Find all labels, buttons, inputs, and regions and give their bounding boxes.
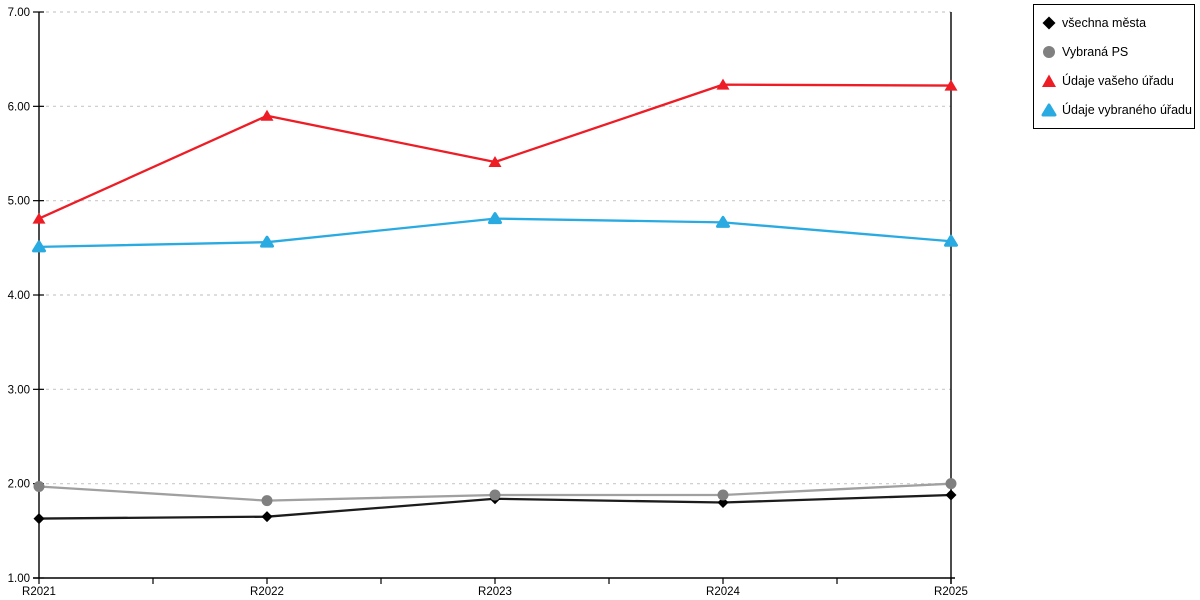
series-marker-triangle: [488, 155, 502, 167]
series-line: [38, 83, 952, 220]
y-axis-tick-label: 2.00: [8, 479, 30, 491]
legend-circle-icon: [1043, 46, 1055, 59]
series-marker-triangle-rounded: [944, 234, 958, 247]
legend: všechna města Vybraná PS Údaje vašeho úřad…: [1033, 4, 1195, 129]
series-marker-triangle: [944, 79, 958, 91]
y-axis-tick-label: 6.00: [8, 101, 30, 113]
legend-item: všechna města: [1041, 10, 1190, 36]
series-marker-diamond: [261, 511, 273, 523]
series-marker-circle: [489, 489, 501, 501]
legend-label: Vybraná PS: [1062, 45, 1129, 60]
series-marker-diamond: [945, 489, 957, 501]
y-axis-tick-label: 5.00: [8, 196, 30, 208]
legend-diamond-icon: [1042, 16, 1056, 30]
legend-item: Údaje vybraného úřadu: [1041, 97, 1192, 123]
series-marker-circle: [717, 489, 729, 501]
y-axis-tick-label: 4.00: [8, 290, 30, 302]
series-marker-triangle-rounded: [488, 212, 502, 225]
x-axis-tick-label: R2023: [478, 586, 512, 598]
series-marker-triangle-rounded: [32, 240, 46, 253]
x-axis-tick-label: R2022: [250, 586, 284, 598]
series-marker-triangle: [716, 78, 730, 90]
x-axis-tick-label: R2021: [22, 586, 56, 598]
legend-item: Vybraná PS: [1041, 39, 1190, 65]
series-marker-diamond: [33, 513, 45, 525]
legend-label: všechna města: [1062, 16, 1147, 31]
legend-item: Údaje vašeho úřadu: [1041, 68, 1190, 94]
series-marker-diamond: [717, 497, 729, 509]
series-marker-circle: [945, 478, 957, 490]
series-marker-triangle: [260, 109, 274, 121]
series-marker-triangle-rounded: [260, 235, 274, 248]
legend-label: Údaje vybraného úřadu: [1062, 102, 1192, 117]
y-axis-tick-label: 3.00: [8, 384, 30, 396]
legend-triangle-rounded-icon: [1041, 103, 1057, 117]
legend-triangle-icon: [1042, 74, 1056, 87]
y-axis-tick-label: 1.00: [8, 573, 30, 585]
x-axis-tick-label: R2024: [706, 586, 740, 598]
series-marker-circle: [261, 495, 273, 507]
x-axis-tick-label: R2025: [934, 586, 968, 598]
y-axis-tick-label: 7.00: [8, 7, 30, 19]
legend-label: Údaje vašeho úřadu: [1062, 73, 1174, 88]
series-marker-circle: [33, 480, 45, 492]
series-marker-triangle: [32, 212, 46, 224]
series-marker-triangle-rounded: [716, 215, 730, 228]
